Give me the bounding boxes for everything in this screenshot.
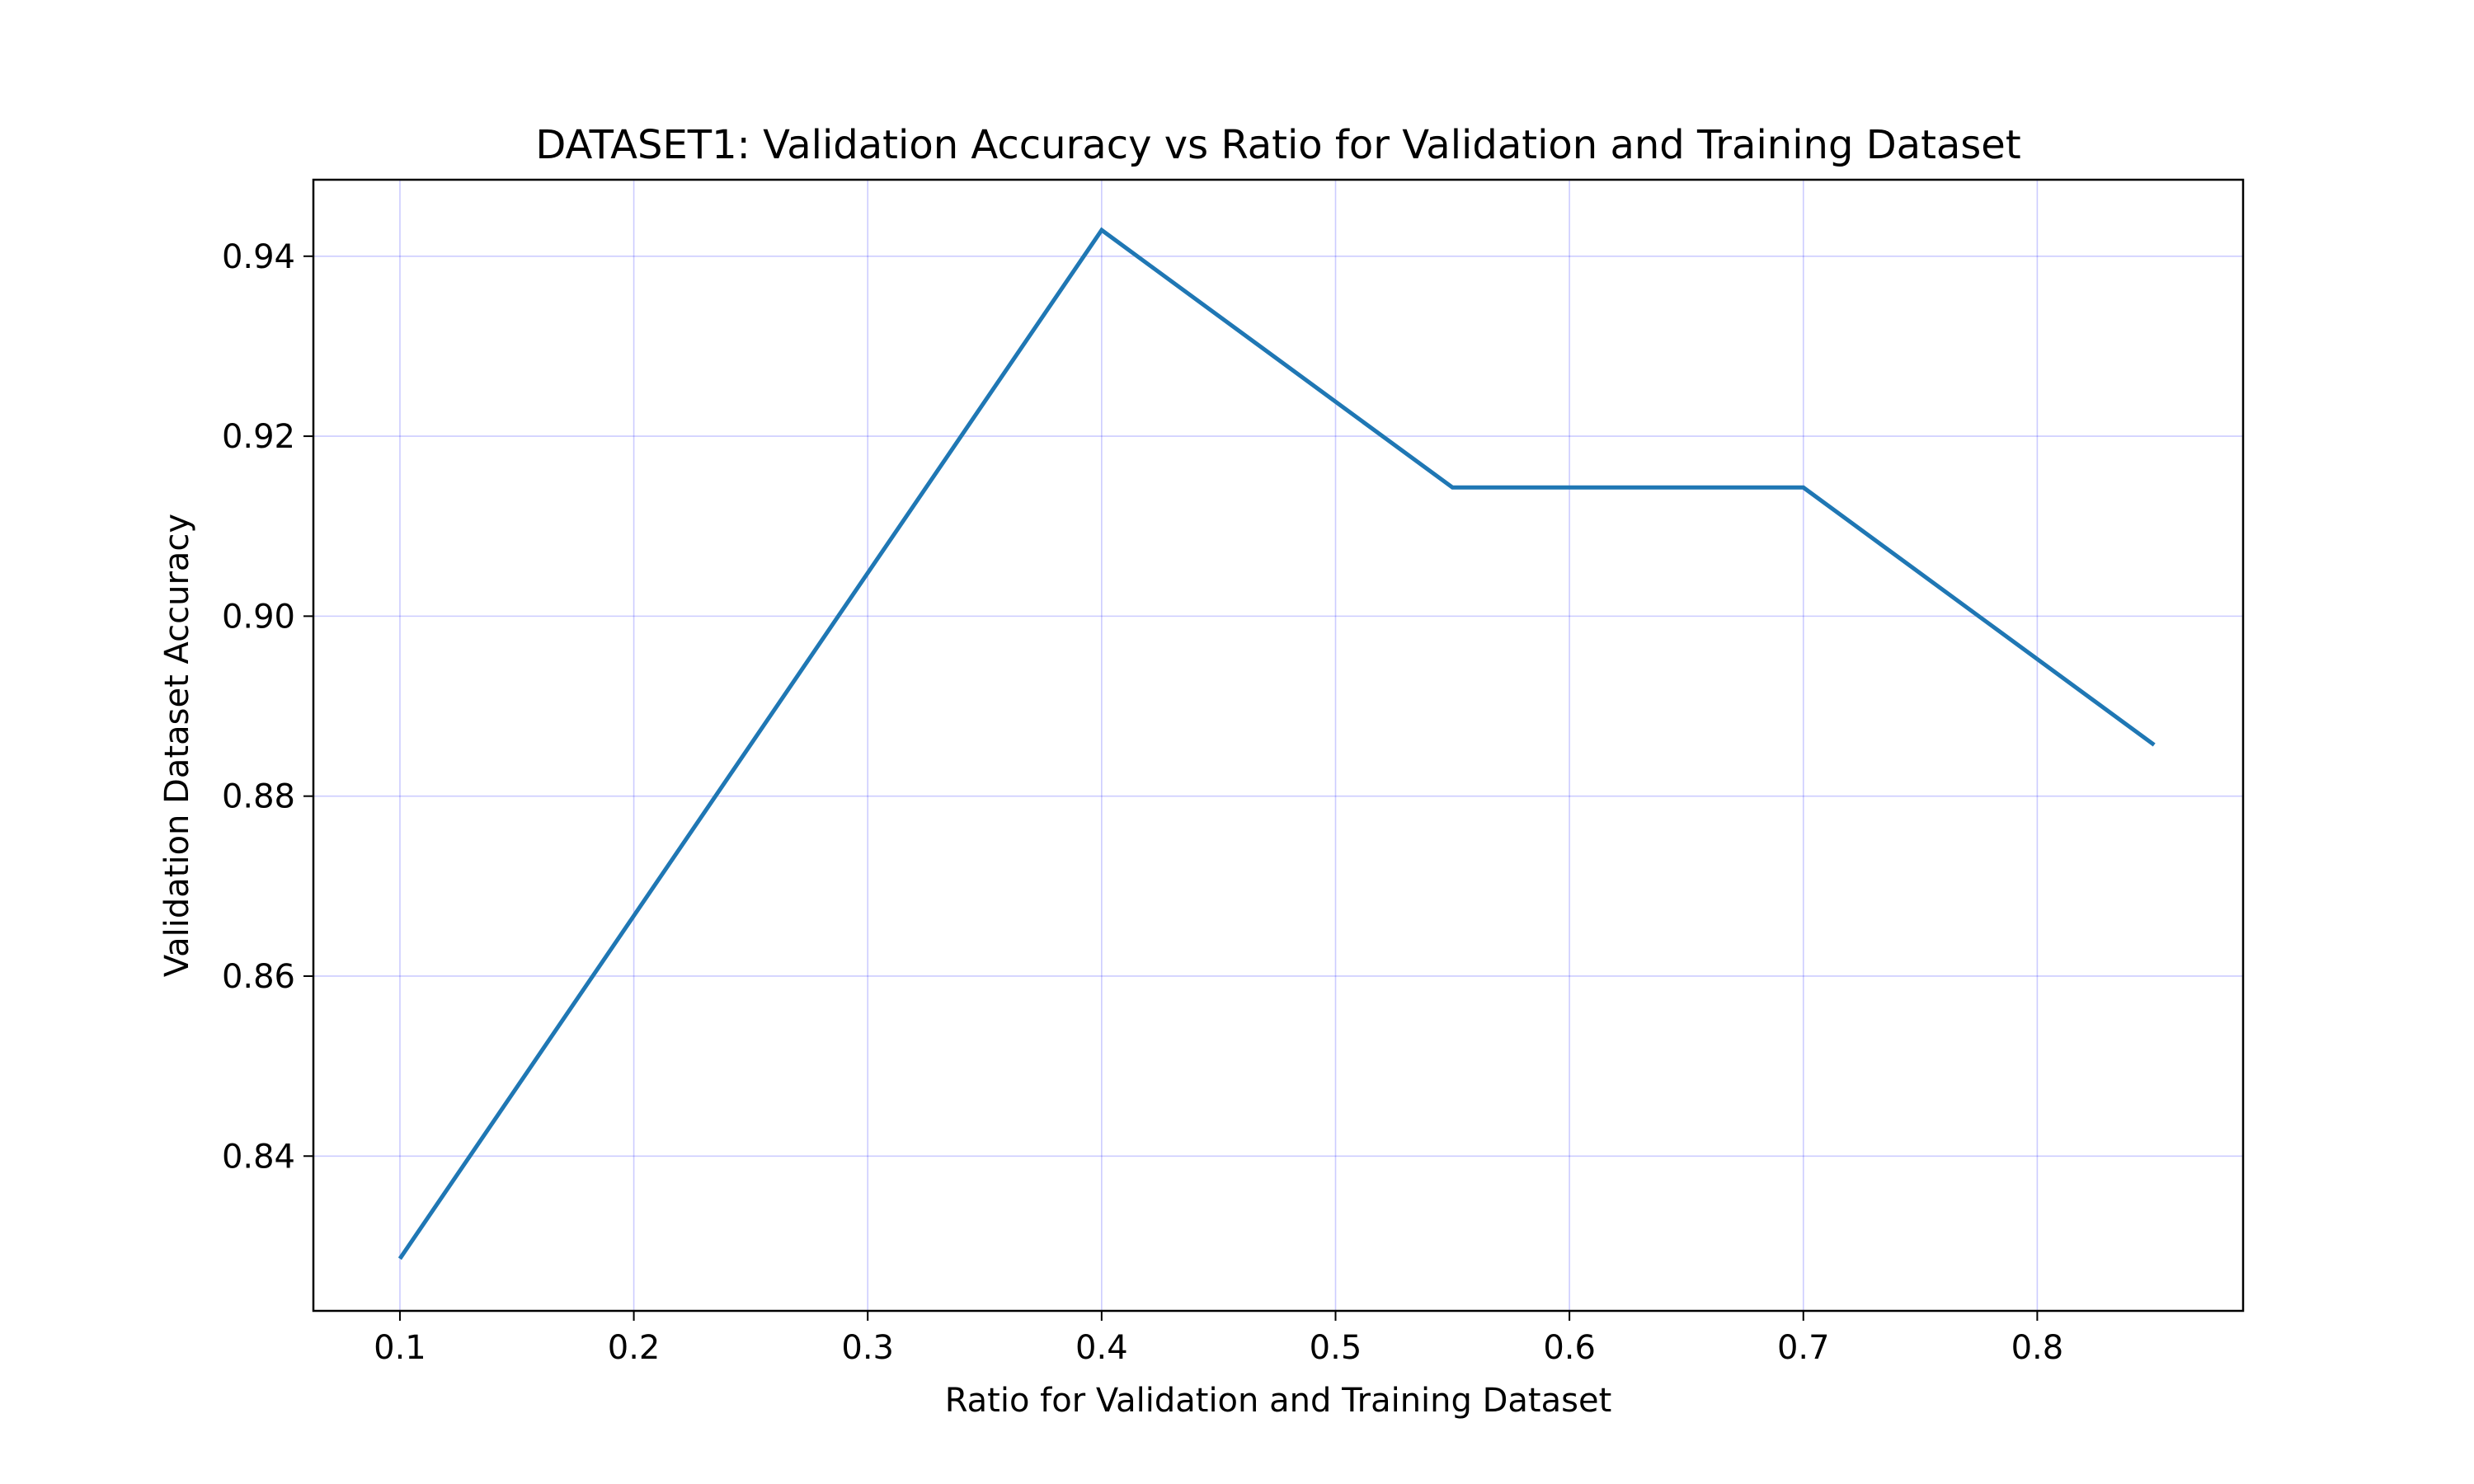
ticks: 0.1 0.2 0.3 0.4 0.5 0.6 0.7 0.8 0.84 0.86 0.88 0.90… [222,238,2063,1367]
x-tick-label: 0.2 [608,1329,661,1367]
y-tick-label: 0.92 [222,418,295,456]
y-tick-label: 0.84 [222,1138,295,1176]
series-layer [397,227,2156,1261]
x-tick-label: 0.4 [1075,1329,1128,1367]
x-tick-label: 0.6 [1543,1329,1596,1367]
y-tick-label: 0.90 [222,598,295,636]
x-axis-label: Ratio for Validation and Training Datase… [945,1382,1612,1420]
chart-title: DATASET1: Validation Accuracy vs Ratio f… [535,122,2020,168]
y-tick-label: 0.88 [222,778,295,816]
y-tick-label: 0.94 [222,238,295,276]
x-tick-label: 0.1 [374,1329,426,1367]
x-tick-label: 0.8 [2011,1329,2064,1367]
y-tick-label: 0.86 [222,958,295,996]
x-tick-label: 0.5 [1310,1329,1362,1367]
x-tick-label: 0.3 [841,1329,894,1367]
y-axis-label: Validation Dataset Accuracy [158,514,196,977]
plot-frame [312,178,2245,1313]
grid [313,180,2243,1311]
x-tick-label: 0.7 [1777,1329,1830,1367]
